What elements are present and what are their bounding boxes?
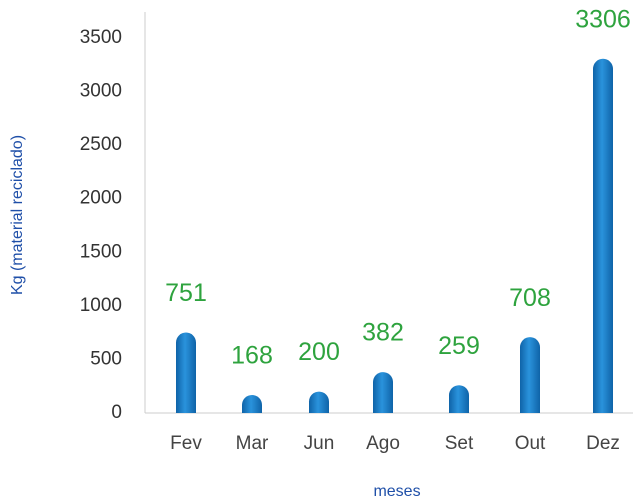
x-tick-label: Dez [586,433,620,454]
data-label: 200 [298,338,340,366]
bar [593,58,613,414]
data-label: 168 [231,342,273,370]
x-tick-label: Jun [304,433,335,454]
data-label: 259 [438,332,480,360]
bar [242,395,262,413]
x-tick-label: Fev [170,433,202,454]
bar [309,391,329,413]
y-tick-label: 3500 [80,27,122,48]
x-axis-title: meses [373,483,420,500]
y-tick-label: 2000 [80,188,122,209]
x-tick-label: Out [515,433,546,454]
x-tick-label: Ago [366,433,400,454]
y-tick-label: 500 [90,348,122,369]
bar [520,337,540,413]
y-tick-label: 2500 [80,134,122,155]
y-tick-label: 1000 [80,295,122,316]
y-tick-label: 3000 [80,81,122,102]
data-label: 708 [509,284,551,312]
bar [449,385,469,413]
y-axis-title: Kg (material reciclado) [9,135,26,295]
y-tick-label: 1500 [80,241,122,262]
x-tick-label: Mar [236,433,269,454]
bar [176,332,196,413]
y-tick-label: 0 [111,402,122,423]
data-label: 3306 [575,5,631,33]
x-tick-label: Set [445,433,474,454]
data-label: 751 [165,279,207,307]
bar [373,372,393,413]
data-label: 382 [362,319,404,347]
